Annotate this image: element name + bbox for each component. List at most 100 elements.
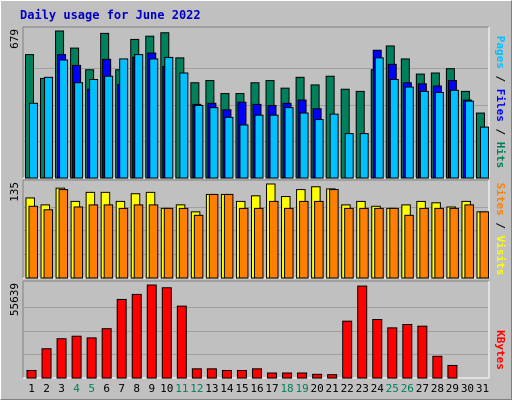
pages-bar	[359, 133, 369, 179]
sites-bar	[208, 193, 219, 279]
sites-bar	[434, 207, 444, 279]
kbytes-bar	[417, 325, 428, 379]
pages-bar	[299, 112, 309, 179]
pages-bar	[479, 126, 489, 179]
kbytes-bar	[146, 284, 157, 379]
y-max-label-visitors: 135	[8, 182, 21, 202]
day-label: 26	[401, 382, 414, 395]
kbytes-bar	[71, 335, 82, 379]
kbytes-bar	[402, 324, 413, 379]
pages-bar	[434, 91, 444, 179]
kbytes-bar	[221, 369, 232, 379]
legend-usage-part-0: Pages	[494, 36, 507, 69]
pages-bar	[164, 56, 174, 179]
pages-bar	[314, 119, 324, 179]
kbytes-bar	[206, 368, 217, 379]
kbytes-bar	[191, 368, 202, 379]
pages-bar	[134, 54, 144, 179]
kbytes-bar	[297, 372, 308, 379]
kbytes-bar	[372, 318, 383, 379]
legend-usage: Pages / Files / Hits	[494, 36, 507, 169]
sites-bar	[479, 211, 489, 279]
day-label: 8	[133, 382, 140, 395]
kbytes-bar	[86, 337, 97, 379]
day-label: 6	[103, 382, 110, 395]
day-label: 22	[341, 382, 354, 395]
sites-bar	[28, 205, 38, 279]
sites-bar	[238, 207, 249, 279]
pages-bar	[224, 116, 234, 179]
day-label: 10	[160, 382, 173, 395]
day-label: 5	[88, 382, 95, 395]
kbytes-bar	[26, 369, 37, 379]
pages-bar	[74, 82, 84, 179]
kbytes-bar	[131, 293, 142, 379]
sites-bar	[253, 207, 264, 279]
day-label: 13	[205, 382, 218, 395]
sites-bar	[73, 206, 84, 279]
sites-bar	[148, 204, 159, 279]
kbytes-bar	[251, 368, 262, 379]
day-label: 25	[386, 382, 399, 395]
day-label: 23	[356, 382, 369, 395]
day-label: 28	[431, 382, 444, 395]
kbytes-bar	[56, 338, 67, 379]
pages-bar	[419, 90, 429, 179]
kbytes-bar	[342, 320, 353, 379]
kbytes-bar	[357, 285, 368, 379]
chart-title: Daily usage for June 2022	[20, 8, 201, 22]
day-label: 29	[446, 382, 459, 395]
sites-bar	[464, 204, 474, 279]
pages-bar	[29, 102, 38, 179]
pages-bar	[179, 72, 189, 179]
kbytes-bar	[41, 348, 52, 379]
kbytes-bar	[387, 327, 398, 379]
day-label: 12	[190, 382, 203, 395]
day-label: 20	[311, 382, 324, 395]
day-label: 4	[73, 382, 80, 395]
day-label: 7	[118, 382, 125, 395]
kbytes-bar	[101, 328, 112, 379]
pages-bar	[404, 86, 414, 179]
sites-bar	[449, 207, 459, 279]
sites-bar	[133, 204, 144, 279]
pages-bar	[374, 57, 384, 179]
pages-bar	[344, 133, 354, 179]
kbytes-bar	[116, 298, 127, 379]
pages-bar	[389, 78, 399, 179]
pages-bar	[254, 114, 264, 179]
sites-bar	[284, 207, 294, 279]
day-label: 30	[461, 382, 474, 395]
pages-bar	[44, 76, 54, 179]
sites-bar	[43, 209, 54, 279]
day-label: 19	[295, 382, 308, 395]
day-label: 15	[235, 382, 248, 395]
legend-usage-part-1: /	[494, 69, 507, 89]
day-label: 27	[416, 382, 429, 395]
kbytes-bar	[282, 372, 293, 379]
legend-usage-part-3: /	[494, 122, 507, 142]
kbytes-bar	[312, 373, 323, 379]
sites-bar	[374, 207, 384, 279]
pages-bar	[59, 59, 69, 179]
kbytes-bar	[161, 287, 172, 379]
kbytes-bar	[432, 355, 443, 379]
kbytes-bar	[236, 369, 247, 379]
legend-visitors-part-2: Visits	[494, 236, 507, 276]
day-label: 9	[148, 382, 155, 395]
day-label: 1	[28, 382, 35, 395]
pages-bar	[284, 107, 294, 179]
sites-bar	[223, 193, 234, 279]
day-label: 2	[43, 382, 50, 395]
sites-bar	[314, 200, 324, 279]
sites-bar	[299, 200, 309, 279]
pages-bar	[464, 100, 474, 179]
sites-bar	[404, 214, 414, 279]
pages-bar	[104, 75, 114, 179]
day-label: 17	[265, 382, 278, 395]
legend-kbytes-part-0: KBytes	[494, 330, 507, 370]
sites-bar	[103, 204, 114, 279]
pages-bar	[269, 114, 279, 179]
pages-bar	[239, 124, 249, 179]
